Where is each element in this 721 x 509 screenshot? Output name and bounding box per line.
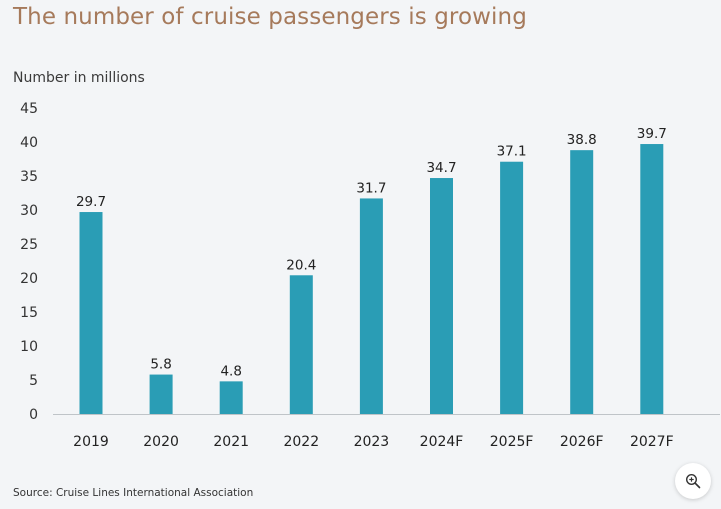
x-tick-label: 2023 [354, 434, 390, 450]
bar [79, 212, 103, 414]
data-label: 31.7 [356, 180, 386, 196]
chart-title: The number of cruise passengers is growi… [13, 4, 527, 30]
y-tick-label: 20 [20, 271, 38, 287]
x-tick-label: 2019 [73, 434, 109, 450]
zoom-in-icon [685, 473, 701, 489]
zoom-button[interactable] [675, 463, 711, 499]
data-label: 38.8 [567, 132, 597, 148]
y-tick-label: 15 [20, 305, 38, 321]
source-note: Source: Cruise Lines International Assoc… [13, 487, 254, 499]
bar [430, 178, 453, 414]
bar [149, 374, 173, 414]
x-tick-label: 2026F [560, 434, 604, 450]
x-tick-label: 2021 [213, 434, 249, 450]
x-tick-label: 2027F [630, 434, 674, 450]
y-tick-label: 40 [20, 135, 38, 151]
y-tick-label: 0 [29, 407, 38, 423]
data-label: 4.8 [220, 363, 241, 379]
data-label: 20.4 [286, 257, 316, 273]
y-tick-label: 5 [29, 373, 38, 389]
x-tick-label: 2022 [283, 434, 319, 450]
x-tick-label: 2020 [143, 434, 179, 450]
data-label: 37.1 [497, 144, 527, 160]
bar [289, 275, 313, 414]
y-tick-label: 45 [20, 101, 38, 117]
bar [219, 381, 243, 414]
bar [640, 144, 664, 415]
y-tick-label: 10 [20, 339, 38, 355]
y-axis-label: Number in millions [13, 70, 145, 86]
data-label: 34.7 [426, 160, 456, 176]
data-label: 5.8 [150, 357, 171, 373]
y-tick-label: 30 [20, 203, 38, 219]
y-tick-label: 25 [20, 237, 38, 253]
bar [570, 150, 594, 414]
data-label: 29.7 [76, 194, 106, 210]
data-label: 39.7 [637, 126, 667, 142]
bar [500, 161, 524, 414]
y-tick-label: 35 [20, 169, 38, 185]
x-tick-label: 2024F [420, 434, 464, 450]
x-tick-label: 2025F [490, 434, 534, 450]
bar [359, 198, 383, 414]
